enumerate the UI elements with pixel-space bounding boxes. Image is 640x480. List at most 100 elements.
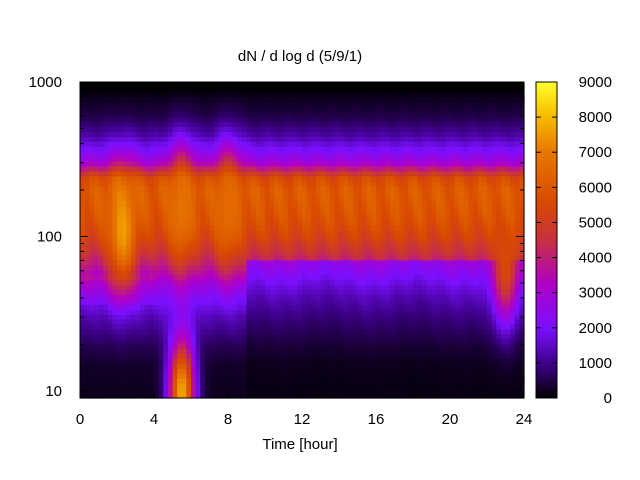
heatmap-cell <box>348 393 354 399</box>
heatmap-cell <box>283 111 289 118</box>
heatmap-cell <box>283 121 289 128</box>
heatmap-cell <box>214 254 220 261</box>
heatmap-cell <box>320 383 326 389</box>
heatmap-cell <box>274 96 280 103</box>
heatmap-cell <box>334 319 340 325</box>
heatmap-cell <box>103 294 109 300</box>
heatmap-cell <box>357 363 363 369</box>
heatmap-cell <box>362 195 368 202</box>
heatmap-cell <box>311 205 317 211</box>
heatmap-cell <box>237 249 243 256</box>
heatmap-cell <box>200 136 206 142</box>
heatmap-cell <box>265 294 271 300</box>
heatmap-cell <box>306 299 312 305</box>
heatmap-cell <box>422 101 428 108</box>
heatmap-cell <box>343 333 349 340</box>
heatmap-cell <box>422 116 428 123</box>
heatmap-cell <box>292 141 298 147</box>
heatmap-cell <box>403 225 409 231</box>
heatmap-cell <box>260 244 266 251</box>
heatmap-cell <box>403 230 409 236</box>
heatmap-cell <box>149 175 155 182</box>
heatmap-cell <box>191 185 197 192</box>
heatmap-cell <box>191 106 197 113</box>
heatmap-cell <box>260 161 266 167</box>
heatmap-cell <box>135 106 141 113</box>
heatmap-cell <box>265 328 271 335</box>
heatmap-cell <box>265 121 271 128</box>
heatmap-cell <box>348 249 354 256</box>
heatmap-cell <box>320 190 326 197</box>
heatmap-cell <box>204 338 211 345</box>
heatmap-cell <box>195 269 201 276</box>
heatmap-cell <box>218 165 224 172</box>
heatmap-cell <box>204 230 211 236</box>
heatmap-cell <box>260 215 266 221</box>
heatmap-cell <box>302 180 308 187</box>
heatmap-cell <box>103 244 109 251</box>
heatmap-cell <box>325 91 331 98</box>
heatmap-cell <box>209 393 215 399</box>
heatmap-cell <box>315 86 322 93</box>
heatmap-cell <box>278 309 285 315</box>
heatmap-cell <box>436 323 442 330</box>
heatmap-cell <box>357 91 363 98</box>
heatmap-cell <box>237 309 243 315</box>
heatmap-cell <box>413 235 419 241</box>
heatmap-cell <box>181 294 187 300</box>
heatmap-cell <box>246 240 252 246</box>
heatmap-cell <box>223 165 229 172</box>
heatmap-cell <box>246 289 252 295</box>
heatmap-cell <box>292 378 298 384</box>
heatmap-cell <box>144 131 150 137</box>
heatmap-cell <box>297 220 303 226</box>
heatmap-cell <box>417 269 423 276</box>
heatmap-cell <box>154 249 160 256</box>
heatmap-cell <box>334 343 340 350</box>
heatmap-cell <box>320 151 326 157</box>
heatmap-cell <box>334 215 340 221</box>
heatmap-cell <box>130 151 137 157</box>
heatmap-cell <box>389 101 396 108</box>
heatmap-cell <box>140 96 146 103</box>
heatmap-cell <box>84 146 90 152</box>
heatmap-cell <box>191 215 197 221</box>
heatmap-cell <box>283 279 289 286</box>
heatmap-cell <box>389 368 396 374</box>
heatmap-cell <box>149 368 155 374</box>
heatmap-cell <box>366 363 372 369</box>
heatmap-cell <box>186 358 192 365</box>
heatmap-cell <box>376 299 382 305</box>
heatmap-cell <box>426 249 433 256</box>
heatmap-cell <box>191 284 197 290</box>
heatmap-cell <box>195 210 201 216</box>
heatmap-cell <box>288 343 294 350</box>
heatmap-cell <box>140 244 146 251</box>
heatmap-cell <box>426 314 433 320</box>
heatmap-cell <box>204 225 211 231</box>
heatmap-cell <box>394 156 400 162</box>
heatmap-cell <box>84 215 90 221</box>
heatmap-cell <box>195 96 201 103</box>
heatmap-cell <box>158 294 164 300</box>
heatmap-cell <box>366 215 372 221</box>
heatmap-cell <box>436 101 442 108</box>
heatmap-cell <box>394 101 400 108</box>
heatmap-cell <box>325 136 331 142</box>
heatmap-cell <box>399 180 405 187</box>
heatmap-cell <box>195 131 201 137</box>
heatmap-cell <box>204 205 211 211</box>
heatmap-cell <box>320 161 326 167</box>
heatmap-cell <box>186 289 192 295</box>
heatmap-cell <box>241 151 248 157</box>
heatmap-cell <box>348 126 354 132</box>
heatmap-cell <box>329 314 335 320</box>
heatmap-cell <box>315 289 322 295</box>
heatmap-cell <box>181 96 187 103</box>
heatmap-cell <box>130 200 137 207</box>
heatmap-cell <box>385 170 391 177</box>
heatmap-cell <box>112 333 118 340</box>
heatmap-cell <box>163 185 169 192</box>
heatmap-cell <box>399 244 405 251</box>
heatmap-cell <box>302 274 308 281</box>
